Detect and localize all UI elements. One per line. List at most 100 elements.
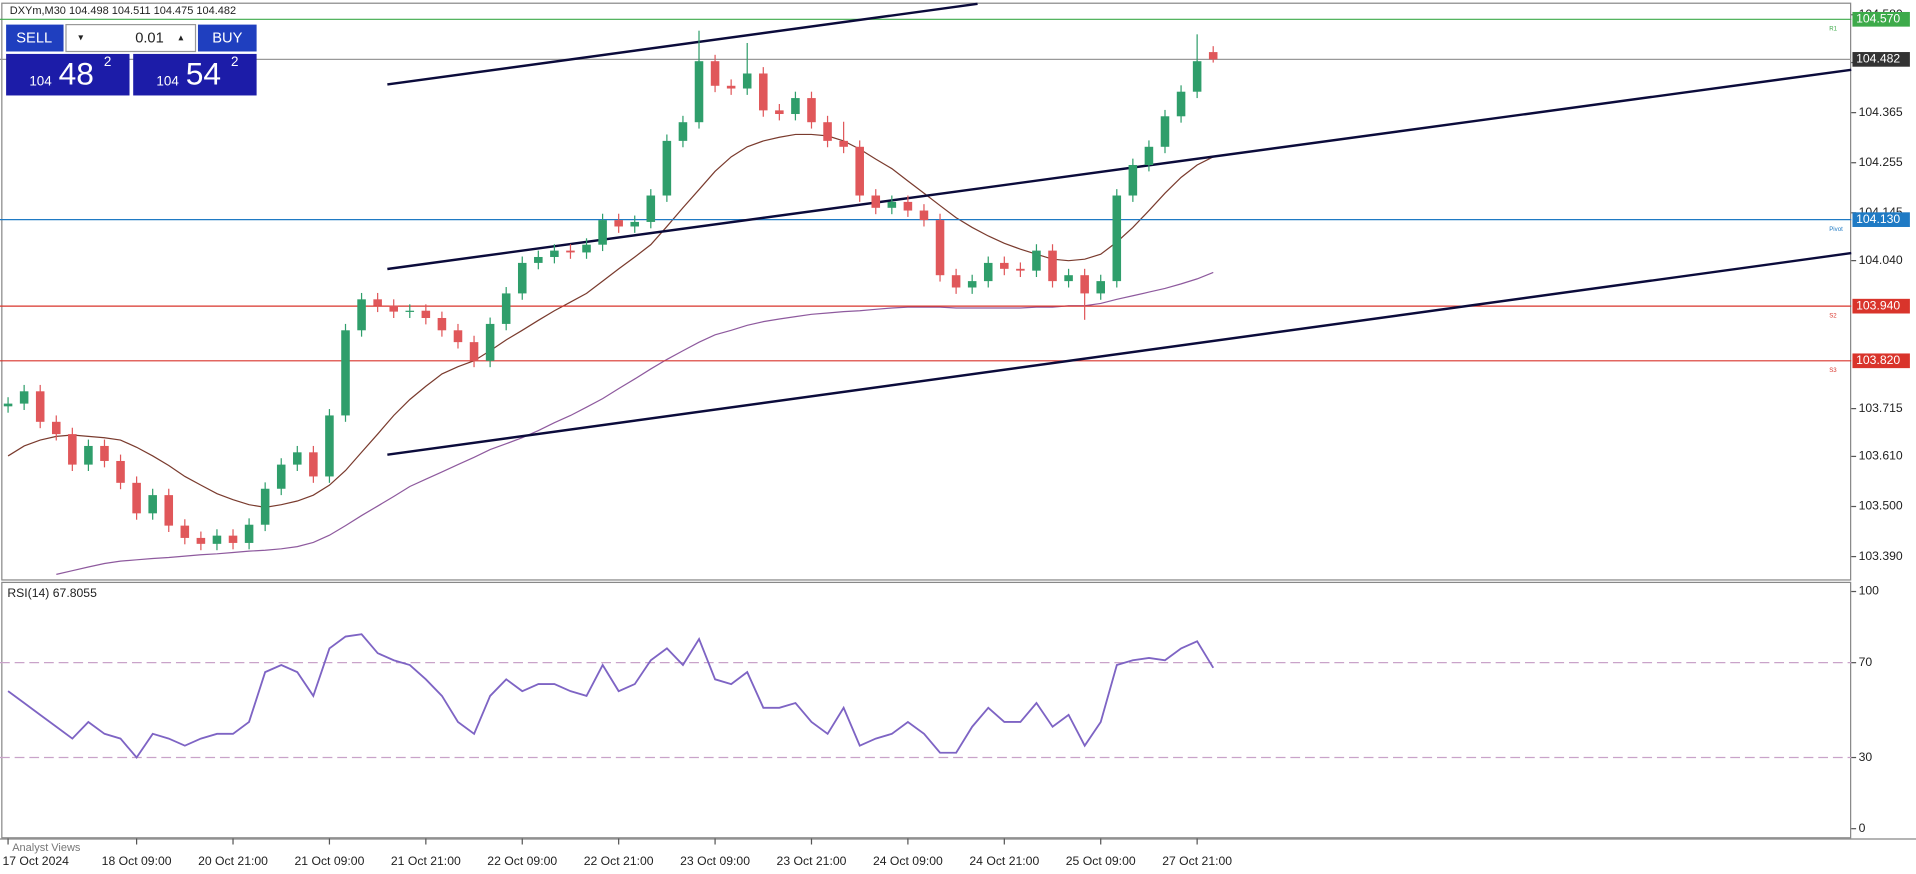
candle-body bbox=[437, 317, 447, 331]
x-tick-label: 22 Oct 09:00 bbox=[487, 854, 557, 868]
level-label: 103.820 bbox=[1856, 353, 1900, 367]
candle-body bbox=[582, 244, 591, 253]
candle-body bbox=[1064, 275, 1073, 282]
x-tick-label: 23 Oct 09:00 bbox=[680, 854, 750, 868]
candle-body bbox=[212, 535, 222, 544]
y-tick-label: 103.715 bbox=[1859, 401, 1903, 415]
bid-box[interactable] bbox=[6, 53, 130, 96]
rsi-line bbox=[7, 633, 1215, 760]
candle-body bbox=[132, 482, 141, 514]
chart-title: DXYm,M30 104.498 104.511 104.475 104.482 bbox=[10, 5, 236, 17]
bid-main: 48 bbox=[59, 55, 94, 91]
x-tick-label: 18 Oct 09:00 bbox=[102, 854, 172, 868]
candle-body bbox=[759, 73, 768, 111]
candle-body bbox=[534, 256, 543, 263]
level-label: 104.570 bbox=[1856, 12, 1900, 26]
candle-body bbox=[935, 220, 945, 276]
candle-body bbox=[598, 220, 607, 245]
candle-body bbox=[1000, 262, 1009, 269]
candle-body bbox=[951, 275, 961, 288]
candle-body bbox=[887, 201, 897, 208]
candle-body bbox=[1096, 281, 1105, 294]
candle-body bbox=[1160, 116, 1170, 147]
candle-body bbox=[309, 452, 318, 477]
candle-body bbox=[325, 415, 334, 477]
candle-body bbox=[469, 342, 479, 361]
ask-big: 104 bbox=[156, 74, 179, 89]
candle-body bbox=[341, 330, 350, 416]
ask-sup: 2 bbox=[231, 54, 238, 69]
candle-body bbox=[678, 122, 688, 141]
rsi-panel bbox=[1, 581, 1852, 839]
y-tick-label: 104.040 bbox=[1859, 253, 1903, 267]
level-name: S2 bbox=[1829, 313, 1837, 320]
level-name: S3 bbox=[1829, 367, 1837, 374]
ask-main: 54 bbox=[186, 55, 221, 91]
candle-body bbox=[19, 391, 29, 404]
trade-panel: SELL ▾ ▴ 0.01 BUY 104 48 2 104 54 2 bbox=[6, 23, 257, 96]
x-tick-label: 22 Oct 21:00 bbox=[584, 854, 654, 868]
candle-body bbox=[1128, 165, 1138, 196]
candle-body bbox=[405, 310, 415, 312]
candle-body bbox=[662, 140, 672, 196]
level-tag bbox=[1852, 353, 1910, 369]
x-tick-label: 27 Oct 21:00 bbox=[1162, 854, 1232, 868]
candle-body bbox=[517, 262, 527, 294]
candle-body bbox=[919, 210, 929, 221]
candle-body bbox=[116, 460, 125, 483]
ask-box[interactable] bbox=[133, 53, 257, 96]
lot-input[interactable] bbox=[65, 23, 197, 53]
buy-button[interactable] bbox=[197, 24, 257, 52]
candle-body bbox=[260, 488, 270, 525]
candle-body bbox=[244, 524, 254, 543]
candle-body bbox=[1112, 195, 1122, 282]
lot-up[interactable]: ▴ bbox=[178, 33, 183, 44]
candle-body bbox=[1080, 275, 1089, 294]
candle-body bbox=[501, 293, 511, 324]
lot-value: 0.01 bbox=[135, 31, 164, 47]
channel-upper bbox=[387, 2, 978, 86]
candle-body bbox=[389, 305, 398, 312]
sell-label: SELL bbox=[16, 31, 52, 47]
x-tick-label: 17 Oct 2024 bbox=[2, 854, 69, 868]
y-tick-label: 100 bbox=[1859, 584, 1880, 598]
candle-body bbox=[357, 299, 366, 331]
lot-down[interactable]: ▾ bbox=[78, 33, 83, 44]
candle-body bbox=[807, 98, 816, 123]
candle-body bbox=[68, 434, 77, 465]
candle-body bbox=[614, 220, 623, 227]
candle-body bbox=[1192, 61, 1202, 92]
candle-body bbox=[855, 146, 864, 196]
level-label: 104.130 bbox=[1856, 212, 1900, 226]
moving-average bbox=[7, 133, 1214, 509]
candle-body bbox=[839, 140, 848, 147]
level-label: 104.482 bbox=[1856, 52, 1900, 66]
candle-body bbox=[903, 201, 913, 211]
bid-sup: 2 bbox=[104, 54, 111, 69]
candle-body bbox=[550, 250, 559, 257]
candle-body bbox=[35, 391, 45, 422]
x-tick-label: 21 Oct 09:00 bbox=[294, 854, 364, 868]
candle-body bbox=[823, 122, 832, 141]
y-tick-label: 104.255 bbox=[1859, 155, 1903, 169]
candle-body bbox=[100, 445, 109, 461]
candle-body bbox=[983, 262, 993, 282]
candle-body bbox=[148, 495, 157, 514]
tab-label[interactable]: Analyst Views bbox=[12, 842, 81, 854]
x-tick-label: 23 Oct 21:00 bbox=[777, 854, 847, 868]
candle-body bbox=[694, 61, 704, 123]
over-layer: 104.570 R1 104.482 104.130 Pivot 103.940 S2 103… bbox=[2, 12, 1910, 868]
y-tick-label: 103.390 bbox=[1859, 549, 1903, 563]
candle-body bbox=[630, 221, 640, 227]
sell-button[interactable] bbox=[6, 24, 64, 52]
candle-body bbox=[276, 464, 286, 489]
candle-body bbox=[228, 535, 238, 543]
candle-body bbox=[421, 310, 431, 318]
y-tick-label: 103.500 bbox=[1859, 499, 1903, 513]
x-tick-label: 21 Oct 21:00 bbox=[391, 854, 461, 868]
main-panel bbox=[1, 2, 1852, 581]
candle-body bbox=[1016, 268, 1025, 271]
candle-body bbox=[1048, 250, 1057, 282]
candle-body bbox=[726, 85, 736, 89]
